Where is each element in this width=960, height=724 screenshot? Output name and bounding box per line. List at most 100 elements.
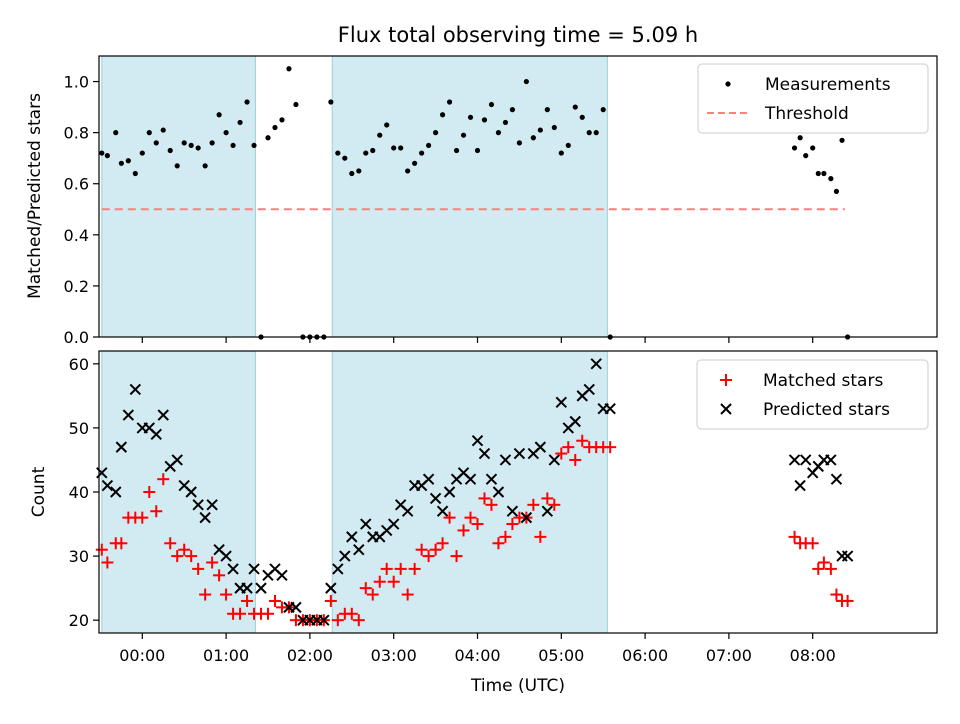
plot-top-ticks: 0.0 0.2 0.4 0.6 0.8 1.0 [64,73,814,347]
matched-stars-point [841,594,854,607]
measurement-point [356,168,362,174]
observing-intervals-bottom [101,350,608,634]
predicted-stars-point [464,473,477,485]
x-tick-label: 01:00 [203,646,249,665]
predicted-stars-point [360,518,372,530]
observing-interval [101,55,256,338]
matched-stars-point [457,524,470,537]
measurement-point [551,124,557,131]
predicted-stars-point [318,614,330,626]
measurement-point [370,147,376,154]
measurement-point [419,150,425,156]
predicted-stars-point [171,454,183,466]
measurement-point [113,130,119,136]
measurement-point [797,135,803,141]
measurement-point [104,153,110,159]
matched-stars-point [324,594,337,607]
predicted-stars-point [825,454,837,466]
predicted-stars-point [387,518,400,530]
matched-stars-point [157,473,170,486]
measurement-point [146,130,152,136]
predicted-stars-point [478,447,491,460]
legend-bottom-box [696,359,929,430]
predicted-stars-point [830,473,843,485]
matched-stars-point [415,543,428,556]
measurement-point [223,130,229,136]
measurement-point [363,150,369,156]
measurement-point [398,145,404,151]
predicted-stars-point [443,486,456,498]
predicted-stars-point [429,492,442,505]
predicted-stars-point [157,409,169,421]
measurement-point [530,135,536,141]
measurement-point [821,170,827,177]
legend-matched-label: Matched stars [763,371,883,391]
predicted-stars-point [325,582,337,594]
matched-stars-point [387,575,400,588]
y-axis-label-top: Matched/Predicted stars [25,93,45,299]
matched-stars-point [220,588,233,601]
observing-interval [331,55,608,338]
measurement-point [481,117,488,123]
matched-stars-point [178,543,191,556]
y-tick-label: 0.4 [64,226,89,245]
matched-stars-point [136,511,149,524]
predicted-stars-point [129,383,142,396]
y-tick-label: 20 [69,611,89,630]
measurement-point [803,153,809,159]
measurement-point [432,130,439,136]
matched-stars-point [261,607,274,620]
matched-stars-point [206,556,219,569]
measurement-point [209,140,215,146]
matched-stars-point [234,607,247,620]
x-tick-label: 05:00 [538,646,584,665]
matched-stars-point [185,550,198,563]
measurement-point [384,122,390,128]
measurement-point [488,101,495,108]
measurement-point [412,160,418,166]
measurement-point [265,135,271,141]
predicted-stars-point [220,550,232,562]
measurement-point [495,130,502,136]
predicted-stars-point [794,479,806,492]
measurement-point [167,147,173,154]
matched-stars-point [345,607,358,620]
matched-stars-point [436,537,449,550]
x-tick-label: 02:00 [287,646,333,665]
legend-measurements-label: Measurements [765,75,891,95]
predicted-stars-point [569,415,581,428]
predicted-stars-point [534,441,547,453]
measurement-point [600,107,606,113]
predicted-stars-point [339,550,351,562]
matched-stars-point [192,562,205,575]
matched-stars-point [527,498,540,511]
observing-intervals-top [101,55,608,338]
y-axis-label-bottom: Count [29,466,49,517]
predicted-stars-point [276,569,288,582]
measurement-point [125,158,131,164]
legend-bottom: Matched stars Predicted stars [696,359,929,430]
y-tick-label: 0.6 [64,175,89,194]
matched-stars-point [806,537,819,550]
predicted-stars-point [206,499,218,511]
matched-stars-point [213,569,226,582]
plot-top-marks [99,66,851,340]
predicted-stars-point [248,563,260,575]
predicted-stars-point [800,454,812,466]
matched-stars-point [143,486,156,498]
matched-stars-point [101,556,114,569]
matched-stars-point [171,550,184,563]
measurement-point [509,107,516,113]
predicted-stars-point [492,486,505,498]
y-tick-label: 0.8 [64,124,89,143]
predicted-stars-point [401,505,414,517]
x-tick-label: 06:00 [622,646,668,665]
x-tick-label: 07:00 [706,646,752,665]
predicted-stars-point [122,409,135,421]
matched-stars-point [95,543,108,556]
x-tick-label: 03:00 [371,646,417,665]
measurement-point [181,140,187,146]
measurement-point [593,130,599,136]
matched-stars-point [450,550,463,563]
